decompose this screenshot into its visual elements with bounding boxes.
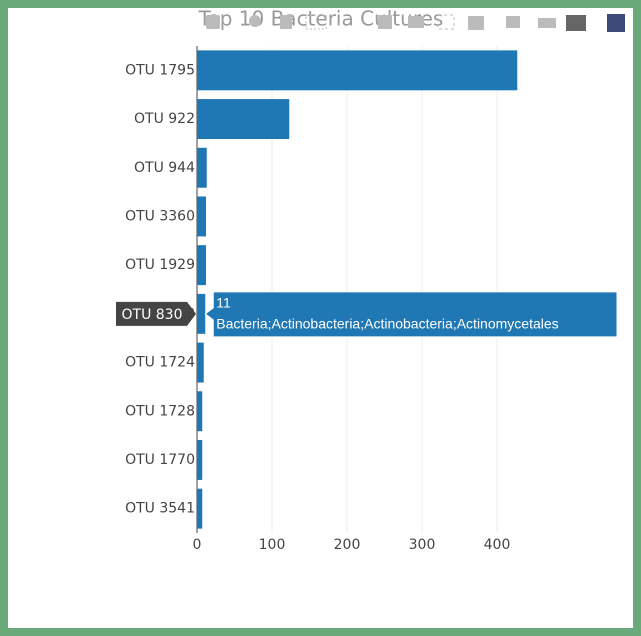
- modebar-button[interactable]: [280, 15, 292, 29]
- bar: [197, 439, 203, 480]
- modebar-button[interactable]: [506, 16, 520, 28]
- modebar: [206, 14, 625, 32]
- bar: [197, 196, 206, 237]
- modebar-button[interactable]: [437, 14, 455, 30]
- modebar-button[interactable]: [408, 16, 424, 28]
- x-tick-label: 200: [334, 537, 361, 553]
- y-tick-label: OTU 944: [134, 160, 195, 176]
- x-tick-label: 0: [193, 537, 202, 553]
- y-tick-label: OTU 1770: [125, 452, 195, 468]
- modebar-button[interactable]: [566, 15, 586, 31]
- hover-text: Bacteria;Actinobacteria;Actinobacteria;A…: [216, 316, 558, 332]
- axis-hover-box: [116, 301, 196, 326]
- modebar-button[interactable]: [305, 14, 327, 30]
- plotly-logo[interactable]: [607, 14, 625, 32]
- hover-box: [204, 291, 618, 338]
- modebar-button[interactable]: [538, 18, 556, 28]
- bar: [197, 342, 204, 383]
- bar: [197, 99, 290, 140]
- y-tick-label: OTU 1728: [125, 403, 195, 419]
- y-tick-label: OTU 1929: [125, 257, 195, 273]
- modebar-button[interactable]: [378, 15, 392, 29]
- bar: [197, 50, 518, 91]
- x-tick-label: 300: [409, 537, 436, 553]
- hover-value: 11: [216, 295, 231, 311]
- y-tick-label: OTU 1724: [125, 355, 195, 371]
- chart-title: Top 10 Bacteria Cultures: [198, 7, 444, 31]
- bar: [197, 147, 207, 188]
- y-tick-label: OTU 922: [134, 111, 195, 127]
- bar: [197, 488, 203, 529]
- x-tick-label: 400: [484, 537, 511, 553]
- y-tick-label: OTU 3360: [125, 208, 195, 224]
- bar: [197, 391, 203, 432]
- bar: [197, 293, 206, 334]
- modebar-button[interactable]: [206, 15, 220, 29]
- modebar-button[interactable]: [249, 15, 261, 27]
- y-tick-label: OTU 3541: [125, 501, 195, 517]
- bar: [197, 245, 206, 286]
- modebar-button[interactable]: [468, 16, 484, 30]
- axis-hover-label: OTU 830: [122, 307, 183, 323]
- x-tick-label: 100: [259, 537, 286, 553]
- y-tick-label: OTU 1795: [125, 62, 195, 78]
